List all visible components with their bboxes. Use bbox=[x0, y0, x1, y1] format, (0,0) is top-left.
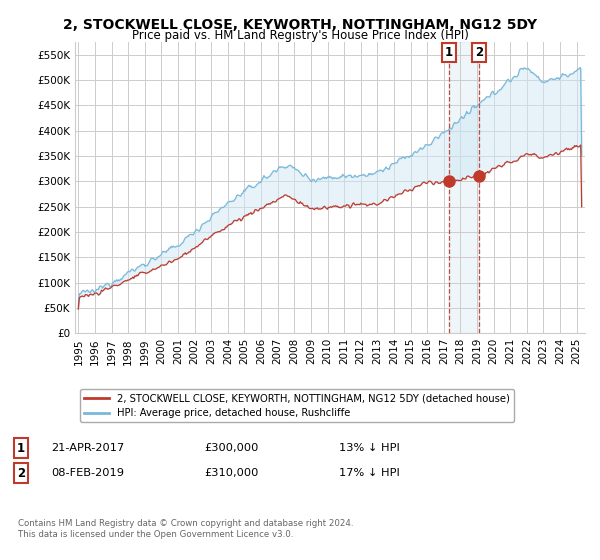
Text: 13% ↓ HPI: 13% ↓ HPI bbox=[339, 443, 400, 453]
Text: 2, STOCKWELL CLOSE, KEYWORTH, NOTTINGHAM, NG12 5DY: 2, STOCKWELL CLOSE, KEYWORTH, NOTTINGHAM… bbox=[63, 18, 537, 32]
Text: 08-FEB-2019: 08-FEB-2019 bbox=[51, 468, 124, 478]
Text: 1: 1 bbox=[17, 441, 25, 455]
Text: 17% ↓ HPI: 17% ↓ HPI bbox=[339, 468, 400, 478]
Text: 21-APR-2017: 21-APR-2017 bbox=[51, 443, 124, 453]
Text: 2: 2 bbox=[475, 45, 483, 59]
Text: Price paid vs. HM Land Registry's House Price Index (HPI): Price paid vs. HM Land Registry's House … bbox=[131, 29, 469, 42]
Bar bbox=[449, 42, 479, 333]
Text: 1: 1 bbox=[445, 45, 453, 59]
Text: Contains HM Land Registry data © Crown copyright and database right 2024.
This d: Contains HM Land Registry data © Crown c… bbox=[18, 519, 353, 539]
Text: £310,000: £310,000 bbox=[204, 468, 259, 478]
Text: £300,000: £300,000 bbox=[204, 443, 259, 453]
Text: 2: 2 bbox=[17, 466, 25, 480]
Legend: 2, STOCKWELL CLOSE, KEYWORTH, NOTTINGHAM, NG12 5DY (detached house), HPI: Averag: 2, STOCKWELL CLOSE, KEYWORTH, NOTTINGHAM… bbox=[80, 389, 514, 422]
